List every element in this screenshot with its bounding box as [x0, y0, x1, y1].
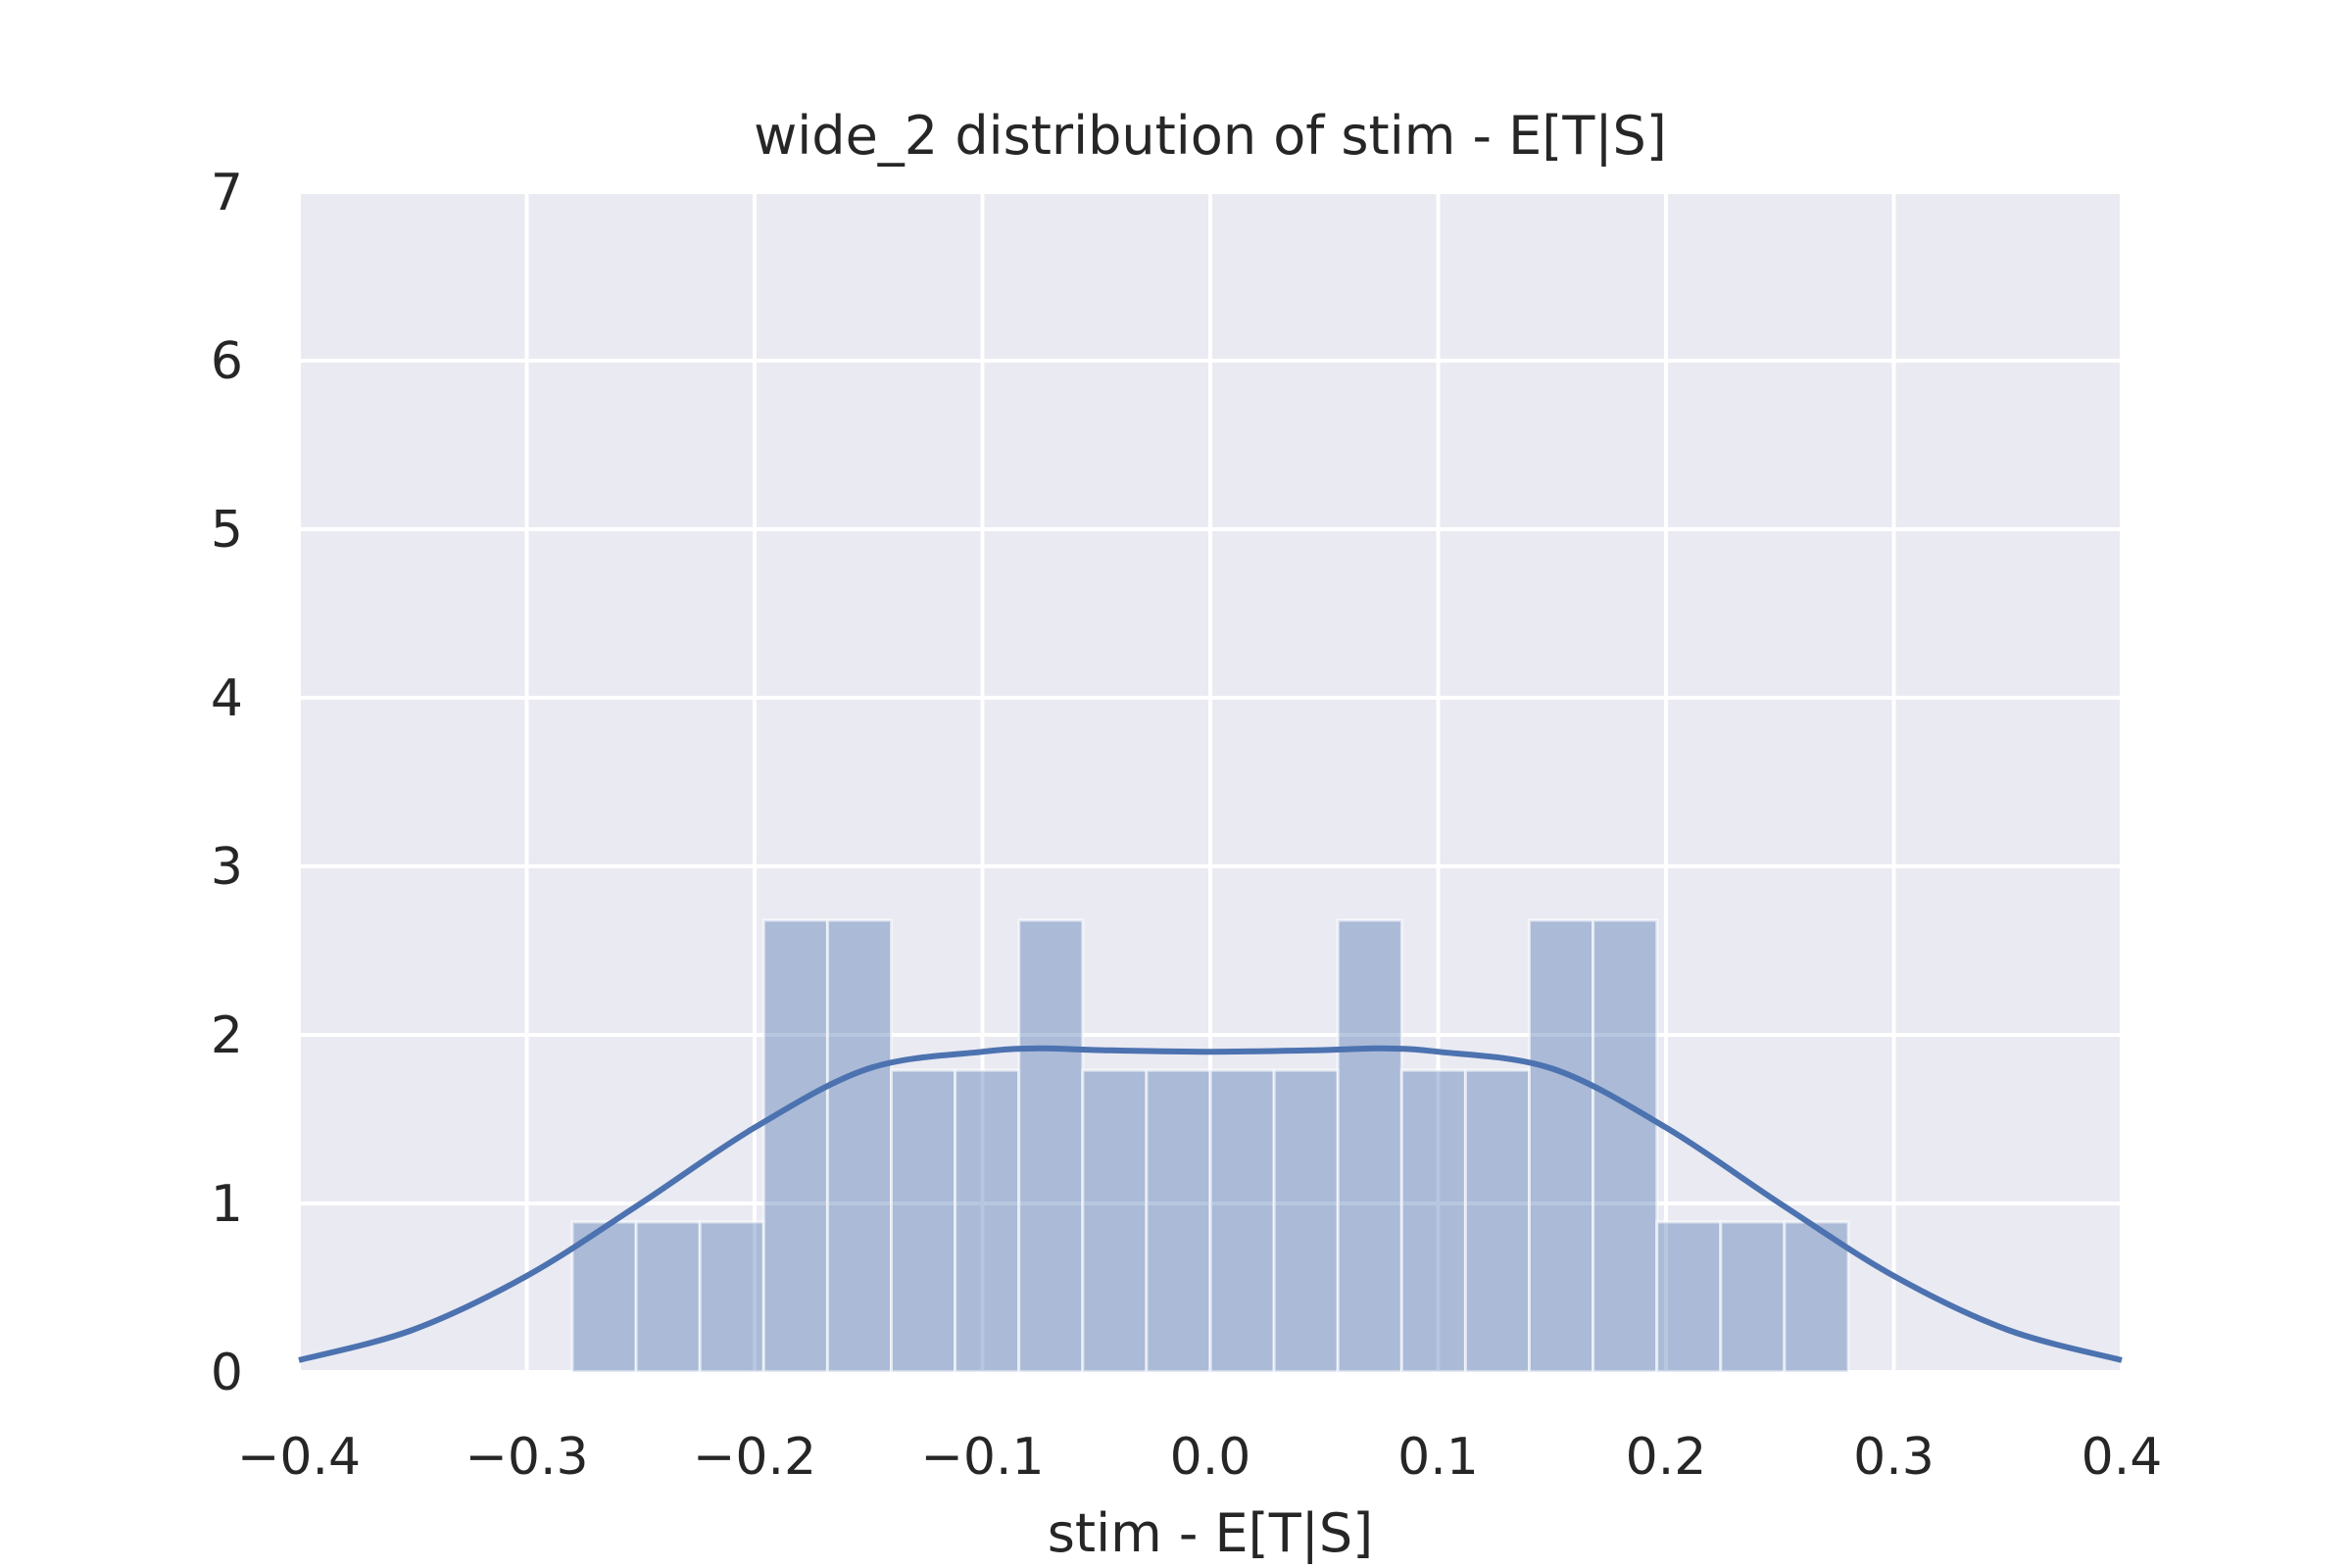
x-tick-label: 0.2	[1626, 1428, 1707, 1487]
histogram-bar	[1208, 1068, 1276, 1374]
y-tick-label: 1	[211, 1175, 243, 1234]
x-axis-label: stim - E[T|S]	[1048, 1502, 1373, 1564]
histogram-bar	[890, 1068, 957, 1374]
histogram-bar	[1528, 918, 1595, 1374]
chart-title: wide_2 distribution of stim - E[T|S]	[754, 105, 1667, 167]
histogram-bar	[1783, 1220, 1850, 1374]
histogram-bar	[761, 918, 829, 1374]
x-tick-label: −0.1	[920, 1428, 1044, 1487]
x-tick-label: −0.4	[237, 1428, 361, 1487]
histogram-bar	[1399, 1068, 1467, 1374]
y-tick-label: 5	[211, 501, 243, 560]
histogram-bar	[1336, 918, 1403, 1374]
histogram-bar	[1592, 918, 1659, 1374]
kde-curve-group	[298, 1045, 2123, 1363]
histogram-bar	[1145, 1068, 1212, 1374]
histogram-bar	[1655, 1220, 1723, 1374]
x-tick-label: −0.2	[693, 1428, 816, 1487]
histogram-bar	[825, 918, 894, 1374]
y-tick-label: 7	[211, 164, 243, 222]
y-tick-label: 4	[211, 669, 243, 728]
histogram-bar	[570, 1220, 638, 1374]
histogram-bar	[1272, 1068, 1340, 1374]
histogram-bar	[1719, 1220, 1787, 1374]
x-tick-label: 0.1	[1397, 1428, 1479, 1487]
x-tick-label: 0.0	[1170, 1428, 1251, 1487]
histogram-bar	[1081, 1068, 1149, 1374]
kde-curve	[298, 1045, 2123, 1363]
histogram-bar	[698, 1220, 765, 1374]
x-tick-label: −0.3	[465, 1428, 588, 1487]
x-axis-ticks: −0.4 −0.3 −0.2 −0.1 0.0 0.1 0.2 0.3 0.4	[237, 1428, 2162, 1487]
y-tick-label: 2	[211, 1006, 243, 1065]
histogram-bar	[1017, 918, 1085, 1374]
y-tick-label: 0	[211, 1344, 243, 1402]
x-tick-label: 0.3	[1853, 1428, 1935, 1487]
histogram-bar	[634, 1220, 702, 1374]
y-tick-label: 3	[211, 838, 243, 897]
histogram-bars	[570, 918, 1850, 1374]
y-tick-label: 6	[211, 332, 243, 391]
x-tick-label: 0.4	[2082, 1428, 2163, 1487]
y-axis-ticks: 0 1 2 3 4 5 6 7	[211, 164, 243, 1402]
histogram-bar	[1463, 1068, 1532, 1374]
histogram-bar	[954, 1068, 1021, 1374]
